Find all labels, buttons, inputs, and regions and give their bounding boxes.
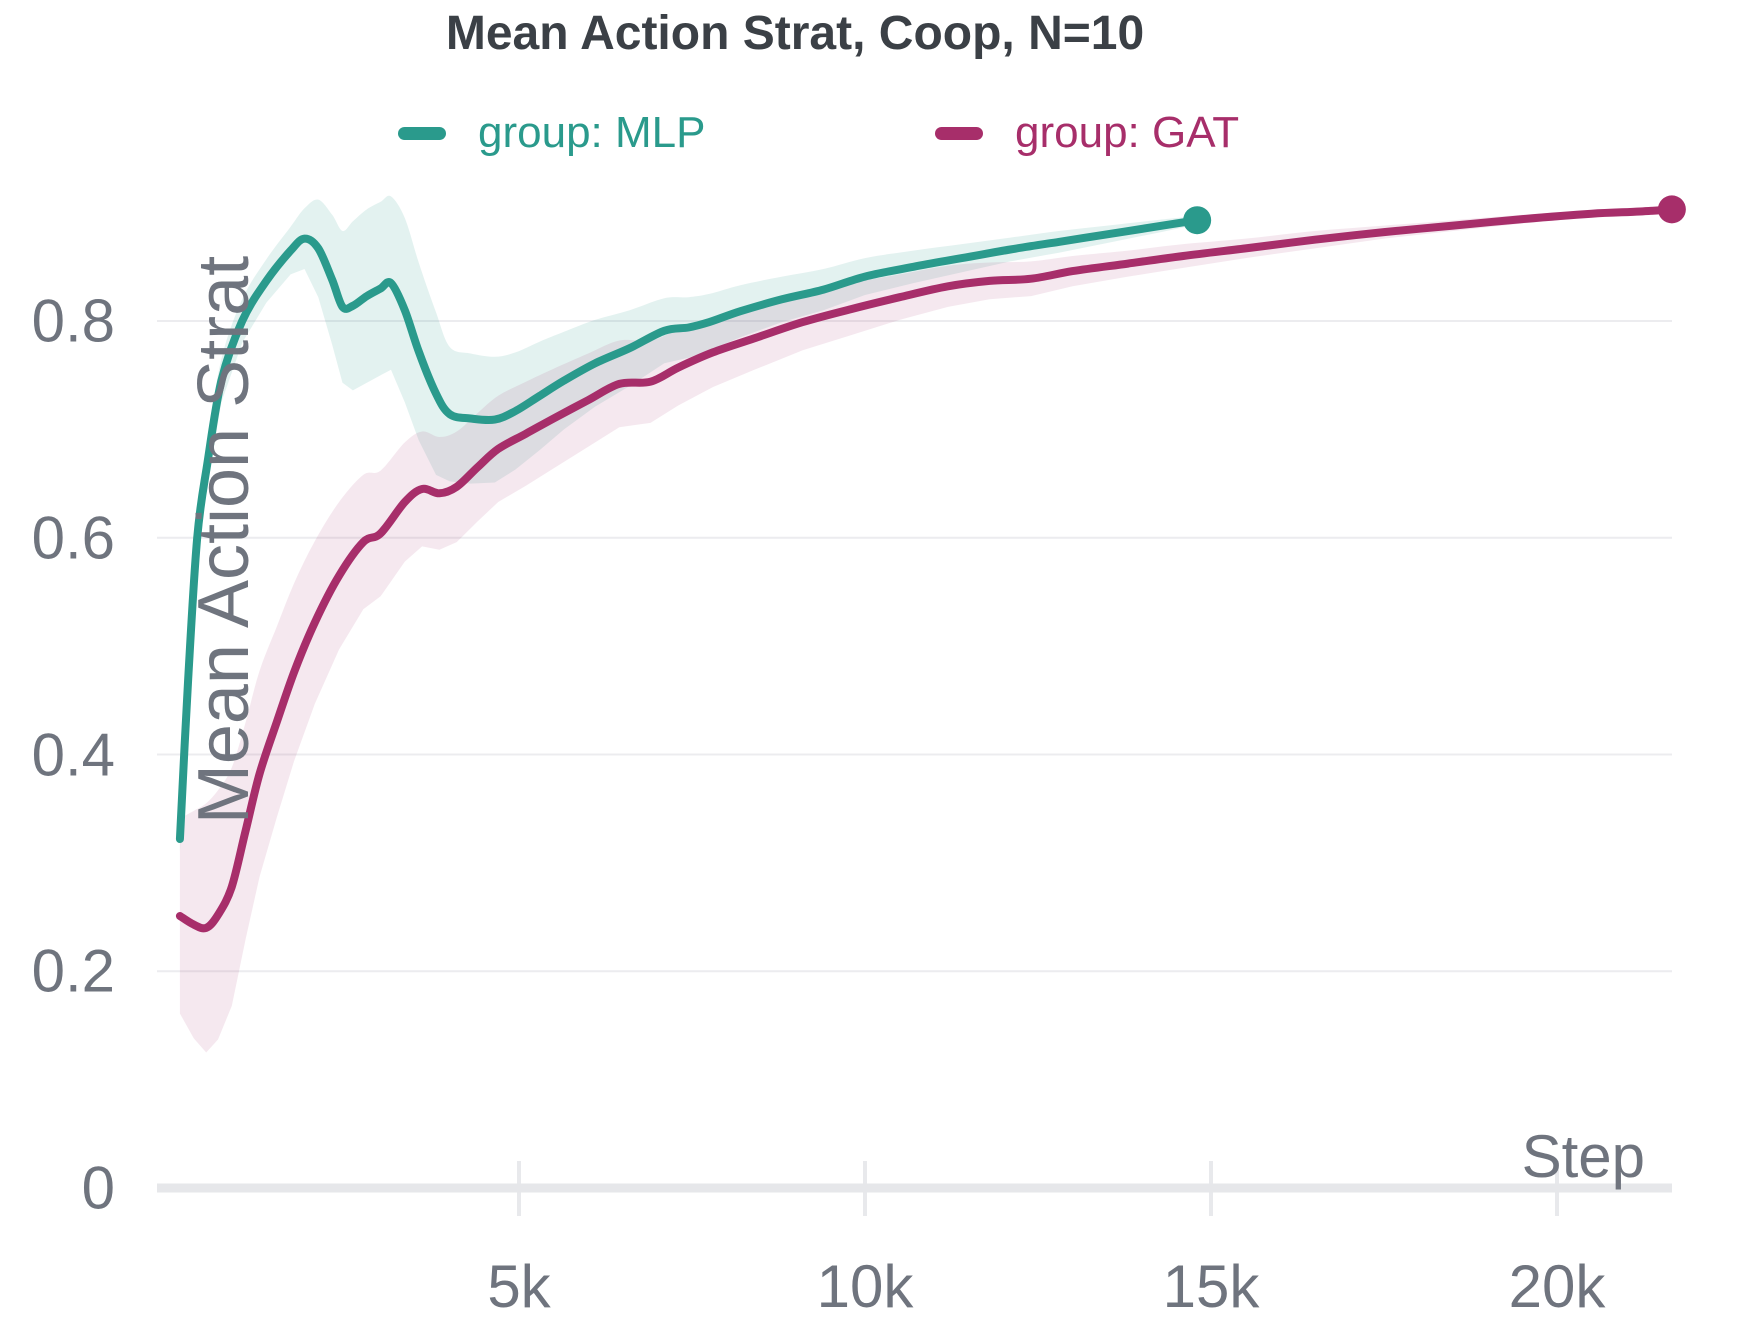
mlp-legend-dash-icon (398, 126, 446, 140)
y-tick-label-0: 0 (81, 1154, 115, 1222)
band-mlp (179, 195, 1198, 852)
x-tick-label-20k: 20k (1508, 1253, 1606, 1320)
y-tick-label-0.8: 0.8 (31, 287, 115, 355)
x-tick-label-10k: 10k (816, 1253, 914, 1320)
legend-label-mlp: group: MLP (478, 108, 706, 157)
end-dot-gat (1657, 195, 1686, 224)
gat-legend-dash-icon (935, 126, 983, 140)
x-tick-label-15k: 15k (1162, 1253, 1260, 1320)
line-mlp (175, 216, 1202, 844)
y-tick-label-0.4: 0.4 (31, 721, 115, 788)
x-axis-title: Step (1521, 1123, 1645, 1190)
y-tick-label-0.2: 0.2 (31, 937, 115, 1005)
end-dot-mlp (1183, 206, 1212, 235)
x-tick-label-5k: 5k (487, 1253, 551, 1320)
legend-entry-gat[interactable]: group: GAT (935, 108, 1239, 158)
line-gat (175, 205, 1676, 933)
y-tick-label-0.6: 0.6 (31, 504, 115, 572)
legend-label-gat: group: GAT (1015, 108, 1240, 157)
legend-entry-mlp[interactable]: group: MLP (398, 108, 705, 158)
y-axis-title: Mean Action Strat (184, 255, 264, 825)
chart-title: Mean Action Strat, Coop, N=10 (445, 7, 1145, 60)
